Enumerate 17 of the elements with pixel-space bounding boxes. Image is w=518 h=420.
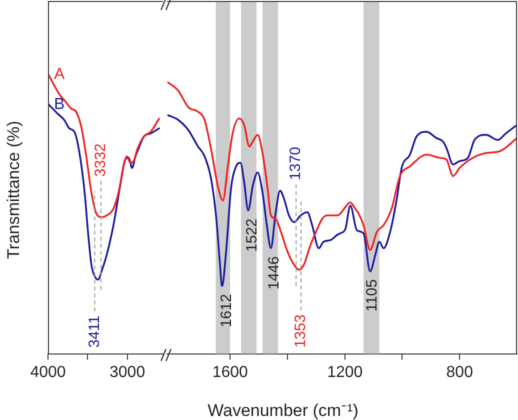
annotation: 1446 [265,256,282,290]
series-label: A [54,66,65,84]
x-tick-label: 3000 [110,364,146,381]
x-tick-label: 4000 [30,364,66,381]
x-axis-title: Wavenumber (cm⁻¹) [208,400,358,420]
annotation: 1105 [363,279,380,312]
ref-line-label: 3411 [86,316,103,348]
series-label: B [54,96,65,114]
ref-line-label: 1370 [287,146,304,180]
y-axis-title: Transmittance (%) [4,120,24,260]
ref-line-label: 3332 [92,143,110,177]
x-tick-label: 1200 [327,364,363,381]
x-tick-label: 1600 [212,364,248,381]
x-tick-label: 800 [446,364,474,381]
annotation: 1612 [218,294,235,328]
annotation: 1522 [244,218,261,252]
ref-line-label: 1353 [292,314,310,348]
